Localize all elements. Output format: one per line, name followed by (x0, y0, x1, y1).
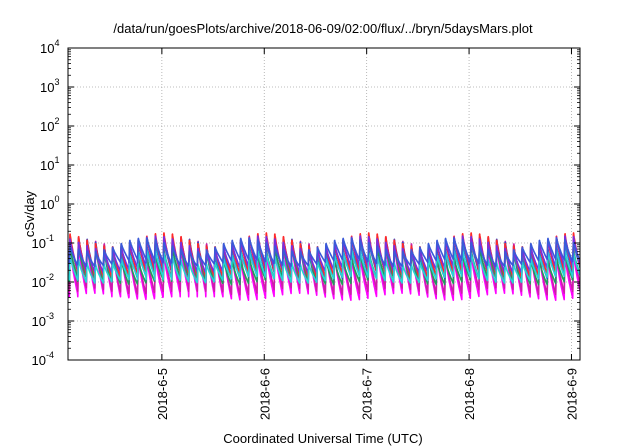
x-axis-label: Coordinated Universal Time (UTC) (223, 431, 422, 446)
x-axis: 2018-6-5 2018-6-6 2018-6-7 2018-6-8 2018-6-9 (155, 48, 579, 420)
grid-lines (68, 48, 580, 360)
x-tick-label: 2018-6-6 (257, 368, 272, 420)
series-line (68, 235, 580, 274)
series-line (68, 246, 580, 286)
series-line (68, 250, 580, 284)
y-tick-label: 10-2 (32, 272, 54, 290)
y-tick-label: 104 (40, 38, 59, 56)
y-axis-label: cSv/day (22, 190, 37, 237)
x-tick-label: 2018-6-8 (462, 368, 477, 420)
series-line (68, 239, 580, 296)
y-tick-label: 10-4 (32, 350, 54, 368)
series-group (68, 232, 580, 302)
chart-title: /data/run/goesPlots/archive/2018-06-09/0… (113, 21, 533, 36)
x-tick-label: 2018-6-9 (564, 368, 579, 420)
y-tick-label: 100 (40, 194, 59, 212)
x-tick-label: 2018-6-7 (360, 368, 375, 420)
x-tick-label: 2018-6-5 (155, 368, 170, 420)
y-tick-label: 103 (40, 77, 59, 95)
y-tick-label: 10-3 (32, 311, 54, 329)
y-tick-label: 101 (40, 155, 59, 173)
series-line (68, 237, 580, 268)
y-tick-label: 102 (40, 116, 59, 134)
